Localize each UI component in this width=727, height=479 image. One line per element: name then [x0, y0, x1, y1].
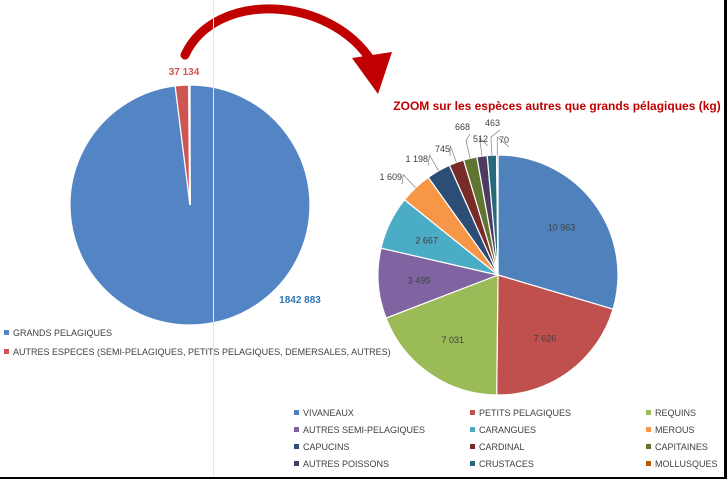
- main-legend-swatch-grands-pelagiques: [4, 330, 9, 335]
- zoom-leader-cardinal: [449, 145, 457, 163]
- zoom-legend-label-crustaces: CRUSTACES: [479, 459, 534, 469]
- zoom-legend-swatch-vivaneaux: [294, 410, 299, 415]
- zoom-legend-label-carangues: CARANGUES: [479, 425, 536, 435]
- zoom-label-vivaneaux: 10 963: [548, 223, 576, 233]
- zoom-legend-swatch-carangues: [470, 427, 475, 432]
- main-label-autres-especes: 37 134: [169, 67, 200, 78]
- zoom-legend-label-cardinal: CARDINAL: [479, 442, 525, 452]
- zoom-leader-autres-poissons: [479, 137, 489, 157]
- main-legend-label-grands-pelagiques: GRANDS PELAGIQUES: [13, 328, 112, 338]
- zoom-leader-capucins: [427, 154, 439, 171]
- guide-line: [213, 0, 214, 479]
- zoom-legend-swatch-requins: [646, 410, 651, 415]
- zoom-pie-legend: VIVANEAUX PETITS PELAGIQUES REQUINS AUTRES …: [294, 408, 718, 469]
- zoom-chart-title: ZOOM sur les espèces autres que grands p…: [393, 99, 720, 113]
- zoom-legend-label-autres-semi-pelagiques: AUTRES SEMI-PELAGIQUES: [303, 425, 425, 435]
- zoom-label-crustaces: 463: [485, 118, 500, 128]
- zoom-legend-label-merous: MEROUS: [655, 425, 695, 435]
- main-label-grands-pelagiques: 1842 883: [279, 295, 321, 306]
- zoom-label-carangues: 2 667: [415, 235, 438, 245]
- zoom-legend-swatch-mollusques: [646, 461, 651, 466]
- zoom-legend-label-petits-pelagiques: PETITS PELAGIQUES: [479, 408, 571, 418]
- main-legend-swatch-autres-especes-semi-pelagiques-petits-pelagiques-demersales-autres: [4, 349, 9, 354]
- zoom-label-autres-semi-pelagiques: 3 495: [408, 276, 431, 286]
- zoom-legend-swatch-cardinal: [470, 444, 475, 449]
- main-legend-label-autres-especes-semi-pelagiques-petits-pelagiques-demersales-autres: AUTRES ESPECES (SEMI-PELAGIQUES, PETITS …: [13, 347, 391, 357]
- zoom-legend-swatch-crustaces: [470, 461, 475, 466]
- frame-edge-right: [724, 0, 727, 479]
- zoom-arrow-head-icon: [352, 52, 392, 94]
- zoom-slice-mollusques[interactable]: [495, 154, 499, 276]
- zoom-slice-petits-pelagiques[interactable]: [496, 274, 614, 396]
- zoom-legend-label-requins: REQUINS: [655, 408, 696, 418]
- zoom-legend-swatch-capitaines: [646, 444, 651, 449]
- main-pie-chart: [69, 84, 311, 326]
- zoom-leader-mollusques: [496, 136, 510, 156]
- main-pie-divider: [188, 84, 191, 206]
- zoom-slice-vivaneaux[interactable]: [497, 154, 619, 310]
- zoom-label-mollusques: 70: [499, 135, 509, 145]
- zoom-label-autres-poissons: 512: [473, 134, 488, 144]
- zoom-legend-label-autres-poissons: AUTRES POISSONS: [303, 459, 389, 469]
- zoom-legend-label-vivaneaux: VIVANEAUX: [303, 408, 354, 418]
- zoom-pie-chart: [377, 154, 619, 396]
- zoom-legend-label-mollusques: MOLLUSQUES: [655, 459, 718, 469]
- zoom-leader-merous: [401, 173, 416, 188]
- zoom-leader-crustaces: [490, 129, 501, 156]
- zoom-label-requins: 7 031: [442, 335, 465, 345]
- zoom-legend-label-capitaines: CAPITAINES: [655, 442, 708, 452]
- zoom-legend-swatch-autres-poissons: [294, 461, 299, 466]
- zoom-legend-swatch-autres-semi-pelagiques: [294, 427, 299, 432]
- zoom-legend-swatch-capucins: [294, 444, 299, 449]
- zoom-label-merous: 1 609: [379, 172, 402, 182]
- main-pie-legend: GRANDS PELAGIQUES AUTRES ESPECES (SEMI-PE…: [4, 328, 391, 357]
- zoom-legend-label-capucins: CAPUCINS: [303, 442, 350, 452]
- zoom-arrow-icon: [180, 4, 377, 67]
- zoom-label-cardinal: 745: [435, 144, 450, 154]
- frame-edge-bottom: [0, 477, 727, 479]
- zoom-legend-swatch-merous: [646, 427, 651, 432]
- zoom-label-petits-pelagiques: 7 626: [534, 334, 557, 344]
- zoom-leader-capitaines: [465, 133, 471, 159]
- zoom-legend-swatch-petits-pelagiques: [470, 410, 475, 415]
- main-pie-labels: 1842 883 37 134: [169, 67, 322, 306]
- zoom-label-capucins: 1 198: [405, 154, 428, 164]
- zoom-slice-requins[interactable]: [385, 274, 499, 396]
- zoom-label-capitaines: 668: [455, 122, 470, 132]
